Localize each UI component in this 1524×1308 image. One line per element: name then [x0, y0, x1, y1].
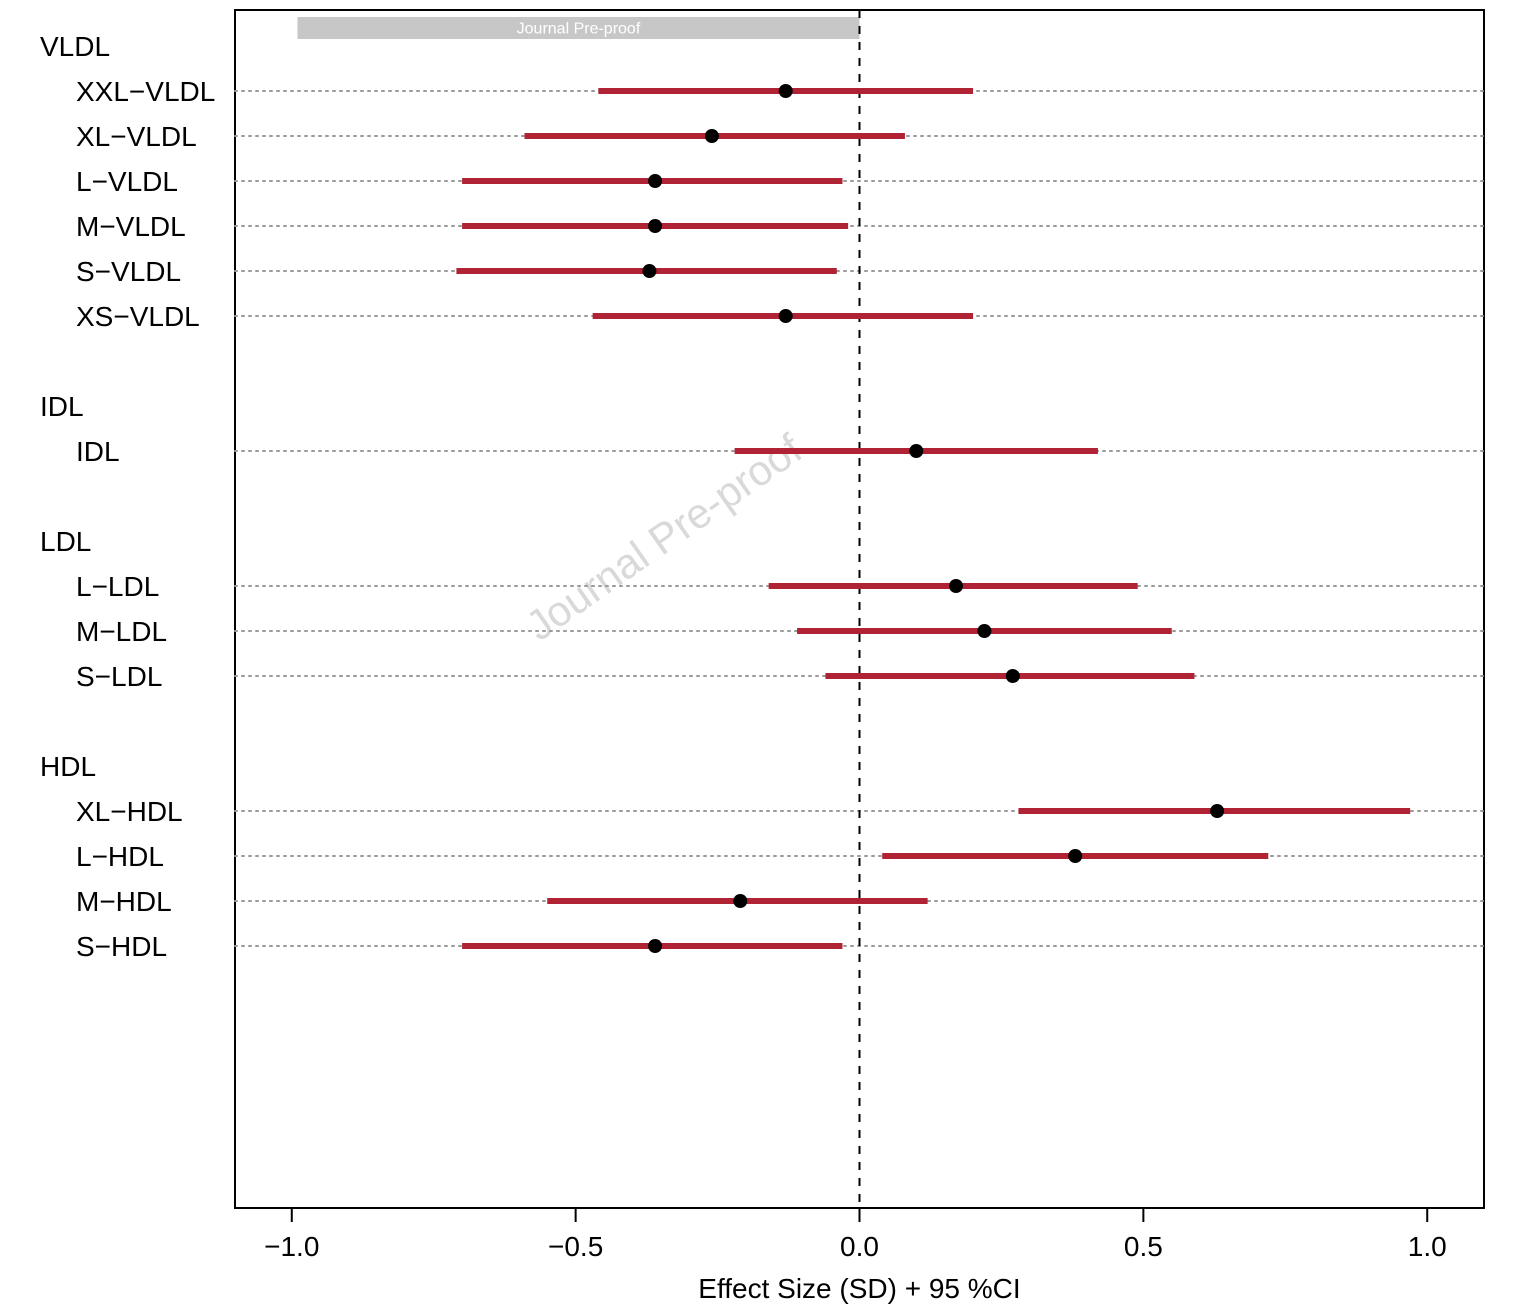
row-item-label: XL−VLDL: [76, 121, 197, 152]
row-item-label: S−VLDL: [76, 256, 181, 287]
point-estimate: [648, 174, 662, 188]
row-item-label: S−LDL: [76, 661, 162, 692]
row-item-label: M−LDL: [76, 616, 167, 647]
forest-plot: Journal Pre-proofJournal Pre-proofVLDLXX…: [0, 0, 1524, 1308]
x-tick-label: −0.5: [548, 1231, 603, 1262]
group-header-label: IDL: [40, 391, 84, 422]
row-item-label: XL−HDL: [76, 796, 183, 827]
group-header-label: LDL: [40, 526, 91, 557]
x-tick-label: −1.0: [264, 1231, 319, 1262]
x-tick-label: 1.0: [1408, 1231, 1447, 1262]
point-estimate: [733, 894, 747, 908]
row-item-label: L−VLDL: [76, 166, 178, 197]
x-axis-label: Effect Size (SD) + 95 %CI: [698, 1273, 1020, 1304]
row-item-label: IDL: [76, 436, 120, 467]
point-estimate: [779, 309, 793, 323]
x-tick-label: 0.0: [840, 1231, 879, 1262]
row-item-label: L−HDL: [76, 841, 164, 872]
row-item-label: S−HDL: [76, 931, 167, 962]
point-estimate: [648, 219, 662, 233]
group-header-label: VLDL: [40, 31, 110, 62]
watermark-bar-text: Journal Pre-proof: [517, 21, 641, 38]
row-item-label: L−LDL: [76, 571, 159, 602]
point-estimate: [1210, 804, 1224, 818]
point-estimate: [977, 624, 991, 638]
point-estimate: [642, 264, 656, 278]
point-estimate: [779, 84, 793, 98]
point-estimate: [949, 579, 963, 593]
point-estimate: [1068, 849, 1082, 863]
row-item-label: M−VLDL: [76, 211, 186, 242]
point-estimate: [648, 939, 662, 953]
point-estimate: [705, 129, 719, 143]
group-header-label: HDL: [40, 751, 96, 782]
point-estimate: [909, 444, 923, 458]
row-item-label: XS−VLDL: [76, 301, 200, 332]
row-item-label: XXL−VLDL: [76, 76, 215, 107]
x-tick-label: 0.5: [1124, 1231, 1163, 1262]
row-item-label: M−HDL: [76, 886, 172, 917]
point-estimate: [1006, 669, 1020, 683]
